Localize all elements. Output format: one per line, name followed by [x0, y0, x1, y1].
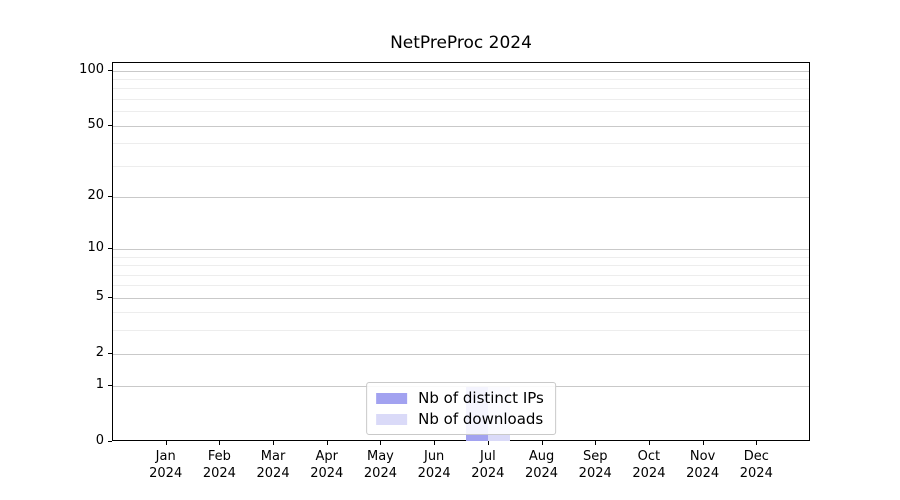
x-tick-month: Nov [689, 449, 716, 464]
major-gridline [113, 249, 809, 251]
major-gridline [113, 70, 809, 72]
y-tick-mark [108, 352, 112, 354]
minor-gridline [113, 312, 809, 314]
minor-gridline [113, 265, 809, 267]
x-tick-mark [702, 441, 704, 445]
chart-title: NetPreProc 2024 [390, 33, 532, 53]
y-tick-mark [108, 124, 112, 126]
major-gridline [113, 196, 809, 198]
x-tick-label: Nov 2024 [671, 448, 735, 482]
x-tick-mark [648, 441, 650, 445]
y-tick-label: 5 [95, 288, 104, 304]
x-tick-mark [595, 441, 597, 445]
legend-item-downloads: Nb of downloads [376, 410, 544, 428]
y-tick-mark [108, 248, 112, 250]
legend-swatch-downloads [376, 413, 408, 425]
y-tick-label: 20 [87, 187, 104, 203]
y-tick-label: 10 [87, 240, 104, 256]
x-tick-mark [165, 441, 167, 445]
major-gridline [113, 353, 809, 355]
x-tick-mark [273, 441, 275, 445]
y-tick-label: 50 [87, 116, 104, 132]
y-tick-mark [108, 69, 112, 71]
x-tick-mark [326, 441, 328, 445]
x-tick-year: 2024 [739, 466, 773, 481]
legend-item-distinct-ips: Nb of distinct IPs [376, 389, 544, 407]
x-tick-month: Feb [207, 449, 231, 464]
y-tick-label: 100 [79, 61, 104, 77]
y-tick-label: 1 [95, 377, 104, 393]
y-tick-mark [108, 296, 112, 298]
x-tick-year: 2024 [256, 466, 290, 481]
x-tick-year: 2024 [310, 466, 344, 481]
x-tick-label: Dec 2024 [724, 448, 788, 482]
minor-gridline [113, 165, 809, 167]
major-gridline [113, 297, 809, 299]
x-tick-mark [434, 441, 436, 445]
x-tick-label: Jun 2024 [402, 448, 466, 482]
x-tick-label: Mar 2024 [241, 448, 305, 482]
minor-gridline [113, 143, 809, 145]
x-tick-month: Aug [528, 449, 555, 464]
x-tick-mark [219, 441, 221, 445]
y-tick-label: 0 [95, 433, 104, 448]
x-tick-label: Oct 2024 [617, 448, 681, 482]
x-tick-label: Sep 2024 [563, 448, 627, 482]
x-tick-label: Aug 2024 [510, 448, 574, 482]
minor-gridline [113, 88, 809, 90]
x-tick-month: Dec [743, 449, 769, 464]
x-tick-label: May 2024 [348, 448, 412, 482]
legend: Nb of distinct IPs Nb of downloads [366, 382, 556, 435]
x-tick-label: Jul 2024 [456, 448, 520, 482]
x-tick-mark [487, 441, 489, 445]
x-tick-year: 2024 [471, 466, 505, 481]
minor-gridline [113, 330, 809, 332]
x-tick-year: 2024 [578, 466, 612, 481]
legend-label-downloads: Nb of downloads [418, 410, 544, 428]
x-tick-mark [541, 441, 543, 445]
minor-gridline [113, 111, 809, 113]
minor-gridline [113, 274, 809, 276]
x-tick-label: Jan 2024 [134, 448, 198, 482]
plot-area: Nb of distinct IPs Nb of downloads [112, 62, 810, 441]
x-tick-month: Mar [260, 449, 286, 464]
x-tick-year: 2024 [686, 466, 720, 481]
x-tick-year: 2024 [524, 466, 559, 481]
x-tick-mark [756, 441, 758, 445]
x-tick-year: 2024 [417, 466, 451, 481]
x-tick-label: Feb 2024 [187, 448, 251, 482]
x-tick-year: 2024 [632, 466, 666, 481]
x-tick-mark [380, 441, 382, 445]
x-tick-month: Jul [480, 449, 496, 464]
y-tick-label: 2 [95, 344, 104, 360]
x-tick-label: Apr 2024 [295, 448, 359, 482]
minor-gridline [113, 78, 809, 80]
x-tick-year: 2024 [363, 466, 397, 481]
x-tick-month: Oct [637, 449, 661, 464]
y-tick-mark [108, 195, 112, 197]
x-tick-month: Jun [423, 449, 445, 464]
minor-gridline [113, 285, 809, 287]
major-gridline [113, 125, 809, 127]
x-tick-year: 2024 [202, 466, 236, 481]
x-tick-month: May [367, 449, 394, 464]
minor-gridline [113, 98, 809, 100]
y-tick-mark [108, 441, 112, 442]
minor-gridline [113, 256, 809, 258]
y-tick-mark [108, 385, 112, 387]
x-tick-month: Apr [315, 449, 339, 464]
legend-swatch-distinct-ips [376, 392, 408, 404]
x-tick-month: Jan [155, 449, 176, 464]
legend-label-distinct-ips: Nb of distinct IPs [418, 389, 544, 407]
x-tick-month: Sep [582, 449, 608, 464]
x-tick-year: 2024 [149, 466, 183, 481]
